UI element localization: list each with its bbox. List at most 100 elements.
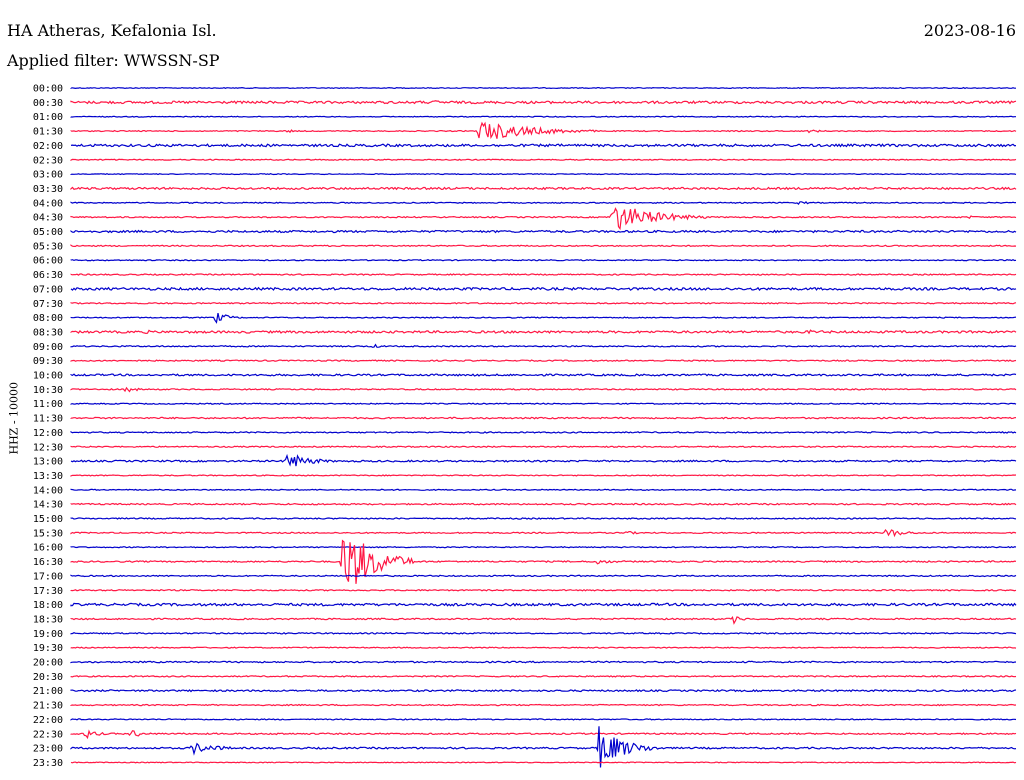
time-label: 10:00 (33, 371, 63, 382)
trace-row (70, 761, 1017, 764)
time-label: 19:30 (33, 643, 63, 654)
time-label: 10:30 (33, 385, 63, 396)
trace-row (70, 143, 1017, 148)
trace-row (70, 545, 1017, 549)
trace-row (70, 158, 1017, 162)
trace-row (70, 718, 1017, 721)
time-label: 00:00 (33, 84, 63, 95)
date-label: 2023-08-16 (923, 21, 1016, 40)
trace-row (70, 631, 1017, 635)
trace-row (70, 726, 1017, 768)
time-label: 16:00 (33, 543, 63, 554)
time-label: 22:30 (33, 729, 63, 740)
time-label: 01:30 (33, 127, 63, 138)
time-label: 04:00 (33, 198, 63, 209)
time-label: 21:30 (33, 701, 63, 712)
trace-row (70, 453, 1017, 467)
time-label: 23:00 (33, 744, 63, 755)
time-label: 15:00 (33, 514, 63, 525)
time-label: 11:30 (33, 414, 63, 425)
time-label: 17:30 (33, 586, 63, 597)
trace-row (70, 445, 1017, 449)
trace-row (70, 402, 1017, 405)
trace-row (70, 373, 1017, 377)
time-label: 02:30 (33, 155, 63, 166)
trace-row (70, 517, 1017, 520)
trace-row (70, 100, 1017, 105)
trace-row (70, 574, 1017, 578)
time-label: 19:00 (33, 629, 63, 640)
trace-row (70, 416, 1017, 420)
trace-row (70, 258, 1017, 262)
time-label: 09:30 (33, 356, 63, 367)
time-label: 14:30 (33, 500, 63, 511)
trace-row (70, 173, 1017, 176)
time-label: 12:00 (33, 428, 63, 439)
time-label: 12:30 (33, 442, 63, 453)
time-label: 06:30 (33, 270, 63, 281)
time-label: 16:30 (33, 557, 63, 568)
time-label: 15:30 (33, 528, 63, 539)
time-label: 14:00 (33, 485, 63, 496)
trace-row (70, 244, 1017, 248)
time-label: 03:30 (33, 184, 63, 195)
trace-row (70, 616, 1017, 625)
trace-row (70, 386, 1017, 393)
time-label: 11:00 (33, 399, 63, 410)
time-label: 04:30 (33, 213, 63, 224)
time-label: 07:00 (33, 284, 63, 295)
time-label: 20:30 (33, 672, 63, 683)
time-label: 07:30 (33, 299, 63, 310)
trace-row (70, 703, 1017, 707)
trace-row (70, 329, 1017, 335)
trace-row (70, 359, 1017, 362)
trace-row (70, 312, 1017, 324)
trace-row (70, 201, 1017, 205)
trace-row (70, 229, 1017, 234)
time-label: 02:00 (33, 141, 63, 152)
time-label: 06:00 (33, 256, 63, 267)
time-label: 17:00 (33, 571, 63, 582)
trace-row (70, 86, 1016, 90)
time-label: 09:00 (33, 342, 63, 353)
trace-row (70, 301, 1017, 305)
time-label: 23:30 (33, 758, 63, 769)
trace-row (70, 660, 1017, 664)
trace-row (70, 602, 1017, 607)
trace-row (70, 115, 1016, 118)
time-label: 03:00 (33, 170, 63, 181)
time-label: 22:00 (33, 715, 63, 726)
time-label: 05:30 (33, 241, 63, 252)
trace-row (70, 646, 1017, 649)
trace-row (70, 431, 1017, 434)
time-label: 18:30 (33, 614, 63, 625)
time-label: 08:30 (33, 327, 63, 338)
time-label: 18:00 (33, 600, 63, 611)
time-label: 00:30 (33, 98, 63, 109)
station-title: HA Atheras, Kefalonia Isl. (7, 21, 217, 40)
trace-row (70, 273, 1017, 276)
trace-row (70, 474, 1017, 477)
time-label: 08:00 (33, 313, 63, 324)
time-label: 13:30 (33, 471, 63, 482)
time-label: 21:00 (33, 686, 63, 697)
trace-row (70, 186, 1017, 191)
time-label: 13:00 (33, 457, 63, 468)
trace-row (70, 488, 1017, 491)
trace-row (70, 689, 1017, 693)
trace-row (70, 729, 1017, 740)
trace-row (70, 502, 1017, 506)
trace-row (70, 539, 1017, 584)
trace-row (70, 675, 1017, 678)
trace-row (70, 529, 1017, 538)
trace-row (70, 207, 1017, 231)
trace-row (70, 343, 1017, 348)
filter-label: Applied filter: WWSSN-SP (7, 51, 220, 70)
trace-row (70, 286, 1017, 292)
time-label: 01:00 (33, 112, 63, 123)
time-label: 20:00 (33, 658, 63, 669)
time-label: 05:00 (33, 227, 63, 238)
trace-row (70, 588, 1017, 592)
trace-row (70, 121, 1017, 140)
